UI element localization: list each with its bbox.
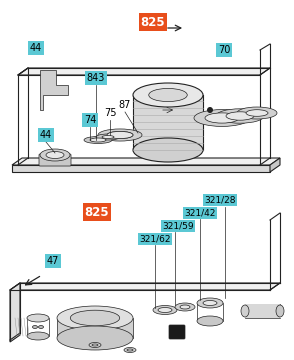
Ellipse shape [98, 129, 142, 141]
Polygon shape [57, 318, 133, 338]
Text: 825: 825 [85, 206, 109, 219]
Text: 74: 74 [84, 115, 96, 125]
Ellipse shape [241, 305, 249, 317]
Ellipse shape [39, 325, 44, 328]
Ellipse shape [226, 112, 254, 120]
Ellipse shape [27, 332, 49, 340]
Ellipse shape [180, 305, 190, 309]
Text: 321/28: 321/28 [204, 195, 236, 204]
Ellipse shape [96, 134, 120, 140]
Ellipse shape [70, 310, 120, 326]
Polygon shape [10, 283, 280, 290]
Ellipse shape [153, 306, 177, 315]
Ellipse shape [27, 314, 49, 322]
FancyBboxPatch shape [39, 154, 71, 166]
FancyBboxPatch shape [169, 325, 185, 339]
Ellipse shape [197, 298, 223, 308]
Polygon shape [18, 68, 270, 75]
Ellipse shape [102, 135, 114, 139]
Text: 75: 75 [104, 108, 116, 118]
Polygon shape [12, 165, 270, 172]
Text: 321/59: 321/59 [162, 221, 194, 230]
Ellipse shape [203, 301, 217, 306]
Text: 44: 44 [40, 130, 52, 140]
Text: 843: 843 [87, 73, 105, 83]
Text: 70: 70 [218, 45, 230, 55]
Ellipse shape [237, 107, 277, 119]
Ellipse shape [33, 325, 38, 328]
Ellipse shape [124, 347, 136, 352]
Circle shape [207, 107, 213, 113]
Ellipse shape [158, 307, 172, 312]
Ellipse shape [90, 138, 106, 142]
Polygon shape [245, 304, 280, 318]
Text: 47: 47 [47, 256, 59, 266]
Text: 44: 44 [30, 43, 42, 53]
Ellipse shape [149, 89, 187, 102]
Ellipse shape [133, 83, 203, 107]
Text: 87: 87 [119, 100, 131, 110]
Ellipse shape [57, 326, 133, 350]
Ellipse shape [57, 306, 133, 330]
Ellipse shape [276, 305, 284, 317]
Polygon shape [10, 283, 20, 342]
Ellipse shape [107, 131, 133, 139]
Polygon shape [270, 158, 280, 172]
Ellipse shape [205, 113, 239, 123]
Ellipse shape [127, 349, 133, 351]
Ellipse shape [40, 149, 70, 161]
Polygon shape [40, 70, 68, 110]
Ellipse shape [197, 316, 223, 326]
Ellipse shape [246, 110, 268, 116]
Ellipse shape [92, 344, 98, 346]
Polygon shape [133, 95, 203, 150]
Polygon shape [12, 158, 280, 165]
Text: 321/42: 321/42 [184, 208, 216, 217]
Ellipse shape [175, 303, 195, 311]
Ellipse shape [194, 109, 250, 126]
Ellipse shape [216, 109, 264, 123]
Ellipse shape [133, 138, 203, 162]
Text: 321/62: 321/62 [139, 234, 171, 243]
Text: 825: 825 [141, 15, 165, 28]
Ellipse shape [89, 342, 101, 347]
Ellipse shape [84, 136, 112, 144]
Ellipse shape [107, 131, 133, 139]
Ellipse shape [46, 152, 64, 158]
